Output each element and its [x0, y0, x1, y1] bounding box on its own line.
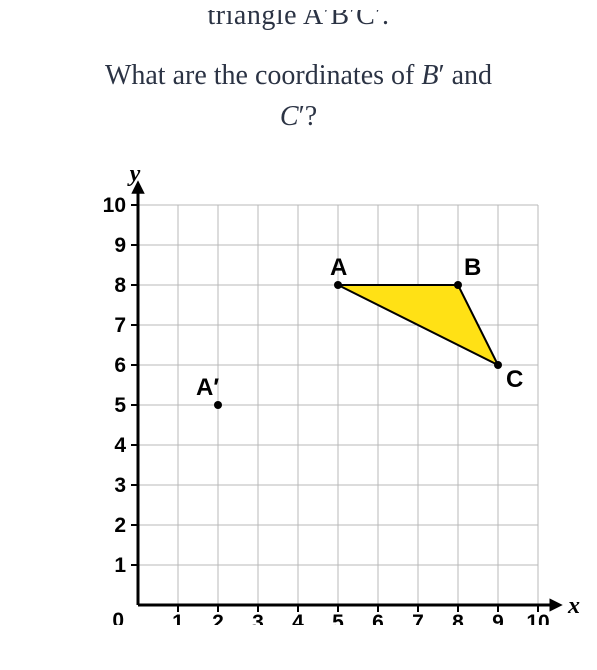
svg-text:4: 4 — [114, 434, 126, 457]
svg-text:8: 8 — [452, 611, 464, 625]
svg-text:1: 1 — [172, 611, 184, 625]
previous-line-fragment: triangle A′B′C′. — [20, 10, 577, 30]
svg-text:3: 3 — [252, 611, 264, 625]
svg-text:A: A — [330, 254, 347, 281]
svg-text:9: 9 — [114, 234, 126, 257]
q-qmark: ? — [305, 101, 317, 132]
svg-text:A′: A′ — [196, 374, 219, 401]
svg-text:10: 10 — [526, 611, 549, 625]
q-and: and — [445, 60, 492, 91]
svg-text:6: 6 — [114, 354, 126, 377]
svg-text:3: 3 — [114, 474, 126, 497]
svg-text:7: 7 — [412, 611, 424, 625]
svg-text:6: 6 — [372, 611, 384, 625]
svg-text:4: 4 — [292, 611, 304, 625]
fragment-text: triangle A′B′C′. — [20, 10, 577, 30]
svg-text:9: 9 — [492, 611, 504, 625]
q-prefix: What are the coordinates of — [105, 60, 421, 91]
svg-text:5: 5 — [332, 611, 344, 625]
svg-text:C: C — [506, 366, 523, 393]
svg-text:7: 7 — [114, 314, 126, 337]
svg-text:x: x — [567, 593, 580, 619]
question-text: What are the coordinates of B′ and C′? — [20, 56, 577, 137]
svg-text:2: 2 — [114, 514, 126, 537]
svg-text:5: 5 — [114, 394, 126, 417]
coordinate-grid: 1 2 3 4 5 6 7 8 9 10 1 2 3 4 5 6 7 8 9 10 0 x y A B C A′ — [80, 165, 580, 625]
svg-text:y: y — [127, 165, 141, 187]
svg-text:2: 2 — [212, 611, 224, 625]
svg-text:B: B — [464, 254, 481, 281]
q-b: B — [421, 60, 438, 91]
grid-svg: 1 2 3 4 5 6 7 8 9 10 1 2 3 4 5 6 7 8 9 10 0 x y A B C A′ — [80, 165, 580, 625]
svg-text:1: 1 — [114, 554, 126, 577]
svg-text:8: 8 — [114, 274, 126, 297]
svg-text:10: 10 — [103, 194, 126, 217]
svg-text:0: 0 — [112, 609, 124, 625]
q-c: C — [280, 101, 299, 132]
